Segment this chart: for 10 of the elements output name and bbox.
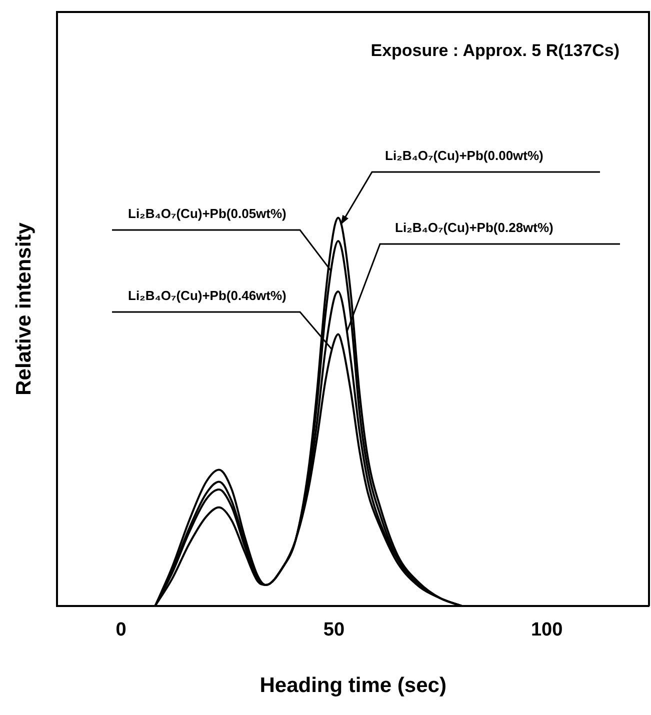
text: Exposure : Approx. 5 R(137Cs) [370,41,620,60]
y-axis-title: Relative intensity [12,222,36,396]
x-tick-label: 0 [116,620,126,641]
text: Li₂B₄O₇(Cu)+Pb(0.46wt%) [128,288,286,303]
x-axis-title: Heading time (sec) [260,674,446,698]
x-tick-label: 50 [323,620,345,641]
text: Li₂B₄O₇(Cu)+Pb(0.28wt%) [395,220,554,235]
text: Li₂B₄O₇(Cu)+Pb(0.05wt%) [128,206,286,221]
x-tick-label: 100 [530,620,563,641]
text: Li₂B₄O₇(Cu)+Pb(0.00wt%) [385,148,544,163]
